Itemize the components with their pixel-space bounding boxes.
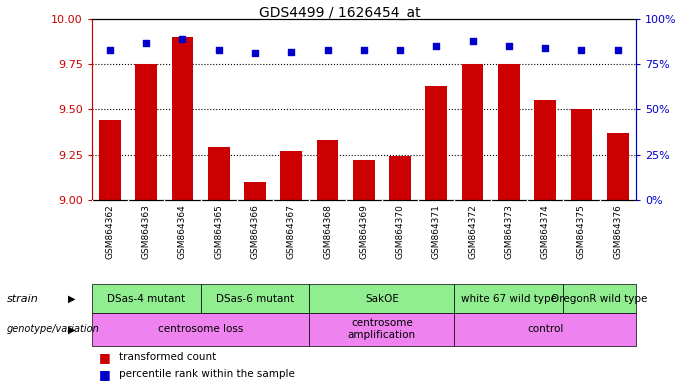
Bar bbox=[208, 147, 230, 200]
Point bbox=[250, 50, 260, 56]
Bar bbox=[280, 151, 302, 200]
Text: transformed count: transformed count bbox=[119, 352, 216, 362]
Point bbox=[358, 47, 369, 53]
Point bbox=[177, 36, 188, 42]
Text: SakOE: SakOE bbox=[365, 293, 399, 304]
Point bbox=[322, 47, 333, 53]
Point bbox=[503, 43, 514, 50]
Text: percentile rank within the sample: percentile rank within the sample bbox=[119, 369, 295, 379]
Bar bbox=[454, 313, 636, 346]
Text: ■: ■ bbox=[99, 351, 110, 364]
Bar bbox=[563, 284, 636, 313]
Bar bbox=[99, 120, 121, 200]
Bar bbox=[135, 65, 157, 200]
Point bbox=[141, 40, 152, 46]
Text: GSM864362: GSM864362 bbox=[105, 204, 114, 259]
Bar bbox=[534, 100, 556, 200]
Text: white 67 wild type: white 67 wild type bbox=[461, 293, 557, 304]
Text: centrosome loss: centrosome loss bbox=[158, 324, 243, 334]
Text: GSM864368: GSM864368 bbox=[323, 204, 332, 259]
Point bbox=[540, 45, 551, 51]
Text: GSM864370: GSM864370 bbox=[396, 204, 405, 259]
Point bbox=[431, 43, 442, 50]
Text: GDS4499 / 1626454_at: GDS4499 / 1626454_at bbox=[259, 6, 421, 20]
Bar bbox=[92, 313, 309, 346]
Text: GSM864364: GSM864364 bbox=[178, 204, 187, 259]
Text: DSas-4 mutant: DSas-4 mutant bbox=[107, 293, 185, 304]
Text: GSM864373: GSM864373 bbox=[505, 204, 513, 259]
Text: GSM864376: GSM864376 bbox=[613, 204, 622, 259]
Text: strain: strain bbox=[7, 293, 39, 304]
Text: DSas-6 mutant: DSas-6 mutant bbox=[216, 293, 294, 304]
Text: GSM864366: GSM864366 bbox=[250, 204, 260, 259]
Text: GSM864371: GSM864371 bbox=[432, 204, 441, 259]
Text: GSM864374: GSM864374 bbox=[541, 204, 549, 259]
Text: GSM864363: GSM864363 bbox=[141, 204, 151, 259]
Bar bbox=[571, 109, 592, 200]
Text: ▶: ▶ bbox=[67, 324, 75, 334]
Bar bbox=[309, 284, 454, 313]
Text: control: control bbox=[527, 324, 563, 334]
Text: GSM864365: GSM864365 bbox=[214, 204, 223, 259]
Text: GSM864372: GSM864372 bbox=[468, 204, 477, 259]
Text: ■: ■ bbox=[99, 368, 110, 381]
Point bbox=[576, 47, 587, 53]
Bar bbox=[92, 284, 201, 313]
Text: ▶: ▶ bbox=[67, 293, 75, 304]
Text: genotype/variation: genotype/variation bbox=[7, 324, 99, 334]
Bar bbox=[454, 284, 563, 313]
Bar bbox=[317, 140, 339, 200]
Point bbox=[105, 47, 116, 53]
Bar bbox=[498, 65, 520, 200]
Bar bbox=[244, 182, 266, 200]
Point bbox=[467, 38, 478, 44]
Bar bbox=[201, 284, 309, 313]
Text: GSM864369: GSM864369 bbox=[359, 204, 369, 259]
Bar bbox=[607, 133, 628, 200]
Point bbox=[394, 47, 405, 53]
Bar bbox=[353, 160, 375, 200]
Bar bbox=[426, 86, 447, 200]
Bar bbox=[309, 313, 454, 346]
Bar bbox=[389, 156, 411, 200]
Point bbox=[612, 47, 623, 53]
Point bbox=[286, 49, 296, 55]
Text: GSM864367: GSM864367 bbox=[287, 204, 296, 259]
Text: GSM864375: GSM864375 bbox=[577, 204, 586, 259]
Bar bbox=[171, 37, 193, 200]
Point bbox=[214, 47, 224, 53]
Bar bbox=[462, 65, 483, 200]
Text: centrosome
amplification: centrosome amplification bbox=[348, 318, 416, 340]
Text: OregonR wild type: OregonR wild type bbox=[551, 293, 648, 304]
